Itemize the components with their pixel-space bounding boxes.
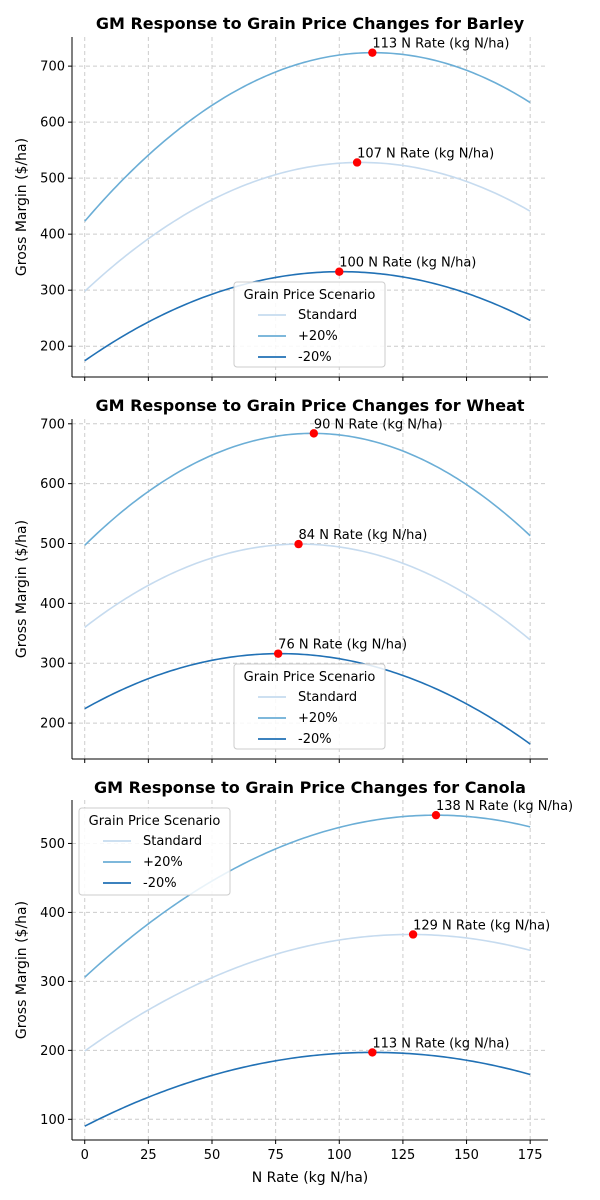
optimum-label: 107 N Rate (kg N/ha) <box>357 146 494 161</box>
legend-entry: Standard <box>298 308 357 323</box>
series-line-standard <box>84 161 531 292</box>
legend: Grain Price Scenario Standard +20% -20% <box>78 807 231 896</box>
series-line-20 <box>84 51 531 222</box>
y-tick-label: 500 <box>40 537 65 552</box>
legend: Grain Price Scenario Standard +20% -20% <box>233 281 386 368</box>
series-line-20 <box>84 652 531 745</box>
series-line-20 <box>84 814 531 978</box>
x-tick-label: 75 <box>267 1148 284 1163</box>
y-tick-label: 400 <box>40 906 65 921</box>
legend-entry: -20% <box>298 350 332 365</box>
y-axis-label: Gross Margin ($/ha) <box>14 520 30 658</box>
optimum-point <box>309 429 319 438</box>
legend-title: Grain Price Scenario <box>244 670 376 685</box>
y-axis-label: Gross Margin ($/ha) <box>14 138 30 276</box>
y-tick-label: 300 <box>40 657 65 672</box>
subplot-1: 113 N Rate (kg N/ha) 107 N Rate (kg N/ha)… <box>14 14 548 381</box>
x-tick-label: 125 <box>390 1148 415 1163</box>
optimum-point <box>431 810 441 820</box>
series-line-standard <box>84 543 531 641</box>
series-line-20 <box>84 432 531 546</box>
y-tick-label: 300 <box>40 975 65 990</box>
optimum-label: 113 N Rate (kg N/ha) <box>372 1036 509 1051</box>
y-tick-label: 700 <box>40 417 65 432</box>
optimum-point <box>273 649 283 658</box>
x-axis-label: N Rate (kg N/ha) <box>252 1170 368 1186</box>
legend-entry: +20% <box>298 711 338 726</box>
optimum-point <box>368 48 377 57</box>
x-tick-label: 100 <box>327 1148 352 1163</box>
y-tick-label: 600 <box>40 116 65 131</box>
subplot-2: 90 N Rate (kg N/ha) 84 N Rate (kg N/ha) 76… <box>14 396 548 763</box>
series-line-standard <box>84 933 531 1052</box>
series-line-20 <box>84 1051 531 1127</box>
optimum-point <box>294 539 303 549</box>
subplot-title: GM Response to Grain Price Changes for C… <box>94 778 526 797</box>
y-axis-label: Gross Margin ($/ha) <box>14 901 30 1039</box>
y-tick-label: 200 <box>40 717 65 732</box>
legend-box <box>233 663 386 750</box>
legend-entry: Standard <box>298 690 357 705</box>
legend-box <box>78 807 231 896</box>
legend-entry: -20% <box>298 732 332 747</box>
legend-box <box>233 281 386 368</box>
optimum-label: 138 N Rate (kg N/ha) <box>436 799 573 814</box>
optimum-point <box>368 1048 377 1057</box>
y-tick-label: 700 <box>40 60 65 75</box>
legend-title: Grain Price Scenario <box>244 288 376 303</box>
x-tick-label: 175 <box>518 1148 543 1163</box>
y-tick-label: 400 <box>40 228 65 243</box>
optimum-point <box>335 267 344 276</box>
optimum-label: 90 N Rate (kg N/ha) <box>314 417 443 432</box>
x-tick-label: 25 <box>140 1148 157 1163</box>
legend-entry: Standard <box>143 834 202 849</box>
subplot-title: GM Response to Grain Price Changes for B… <box>96 14 525 33</box>
y-tick-label: 100 <box>40 1113 65 1128</box>
optimum-label: 113 N Rate (kg N/ha) <box>372 37 509 52</box>
y-tick-label: 300 <box>40 284 65 299</box>
legend-entry: +20% <box>143 855 183 870</box>
legend-entry: -20% <box>143 876 177 891</box>
optimum-label: 100 N Rate (kg N/ha) <box>339 256 476 271</box>
optimum-label: 84 N Rate (kg N/ha) <box>299 528 428 543</box>
x-tick-label: 50 <box>204 1148 221 1163</box>
optimum-label: 76 N Rate (kg N/ha) <box>278 638 407 653</box>
x-tick-label: 150 <box>454 1148 479 1163</box>
optimum-point <box>408 930 418 939</box>
y-tick-label: 600 <box>40 477 65 492</box>
legend-title: Grain Price Scenario <box>89 814 221 829</box>
y-tick-label: 200 <box>40 1044 65 1059</box>
y-tick-label: 500 <box>40 172 65 187</box>
subplot-title: GM Response to Grain Price Changes for W… <box>95 396 524 415</box>
optimum-label: 129 N Rate (kg N/ha) <box>413 918 550 933</box>
y-tick-label: 500 <box>40 837 65 852</box>
legend: Grain Price Scenario Standard +20% -20% <box>233 663 386 750</box>
optimum-point <box>352 158 362 167</box>
series-line-20 <box>84 270 531 362</box>
y-tick-label: 400 <box>40 597 65 612</box>
subplot-3: 138 N Rate (kg N/ha) 129 N Rate (kg N/ha)… <box>14 778 573 1186</box>
x-tick-label: 0 <box>81 1148 89 1163</box>
legend-entry: +20% <box>298 329 338 344</box>
y-tick-label: 200 <box>40 340 65 355</box>
